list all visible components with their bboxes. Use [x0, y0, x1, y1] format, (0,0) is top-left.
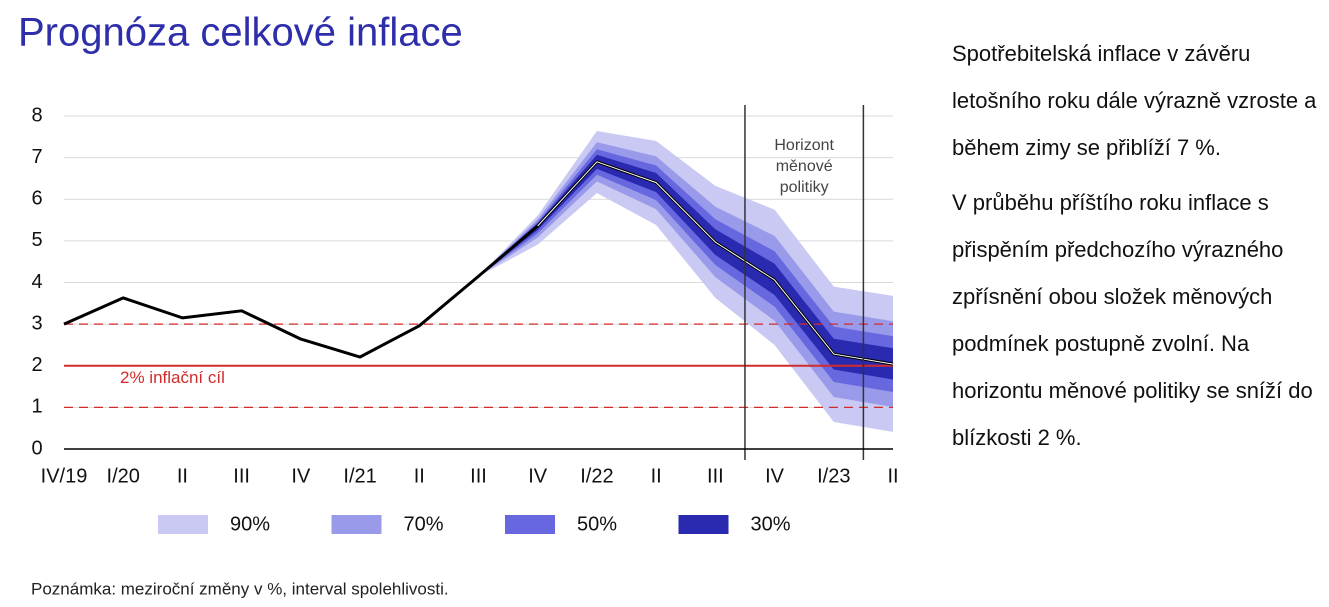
y-tick-label: 6: [31, 188, 42, 210]
x-tick-label: III: [233, 465, 250, 487]
chart-title: Prognóza celkové inflace: [18, 11, 463, 55]
x-tick-label: II: [887, 465, 898, 487]
x-tick-label: IV: [528, 465, 548, 487]
x-tick-label: I/21: [343, 465, 376, 487]
paragraph: V průběhu příštího roku inflace s přispě…: [952, 190, 1313, 450]
paragraph: Spotřebitelská inflace v závěru letošníh…: [952, 41, 1317, 160]
y-tick-label: 1: [31, 396, 42, 418]
y-tick-label: 2: [31, 354, 42, 376]
legend-label: 50%: [577, 513, 617, 535]
y-tick-label: 3: [31, 312, 42, 334]
horizon-label: politiky: [780, 179, 829, 196]
side-text: Spotřebitelská inflace v závěru letošníh…: [952, 30, 1329, 469]
x-tick-label: II: [177, 465, 188, 487]
x-tick-label: IV/19: [41, 465, 88, 487]
y-tick-label: 4: [31, 271, 42, 293]
x-tick-label: I/20: [107, 465, 140, 487]
note: Poznámka: meziroční změny v %, interval …: [31, 579, 449, 598]
x-tick-label: IV: [765, 465, 785, 487]
y-tick-label: 5: [31, 229, 42, 251]
y-tick-label: 8: [31, 104, 42, 126]
legend-label: 30%: [751, 513, 791, 535]
y-tick-label: 7: [31, 146, 42, 168]
x-tick-label: I/22: [580, 465, 613, 487]
reference-label: 2% inflační cíl: [120, 368, 225, 387]
x-tick-label: II: [651, 465, 662, 487]
horizon-label: Horizont: [774, 137, 834, 154]
y-tick-label: 0: [31, 437, 42, 459]
x-tick-label: IV: [291, 465, 311, 487]
legend-swatch: [331, 515, 382, 534]
legend-swatch: [158, 515, 208, 534]
legend-swatch: [505, 515, 555, 534]
legend-swatch: [678, 515, 729, 534]
fan-band: [478, 130, 893, 432]
x-tick-label: III: [707, 465, 724, 487]
x-tick-label: I/23: [817, 465, 850, 487]
x-tick-label: II: [414, 465, 425, 487]
chart: Prognóza celkové inflace Poznámka: mezir…: [18, 11, 899, 599]
legend-label: 90%: [230, 513, 270, 535]
legend-label: 70%: [404, 513, 444, 535]
line-highlight: [537, 161, 894, 365]
horizon-label: měnové: [776, 158, 833, 175]
x-tick-label: III: [470, 465, 487, 487]
